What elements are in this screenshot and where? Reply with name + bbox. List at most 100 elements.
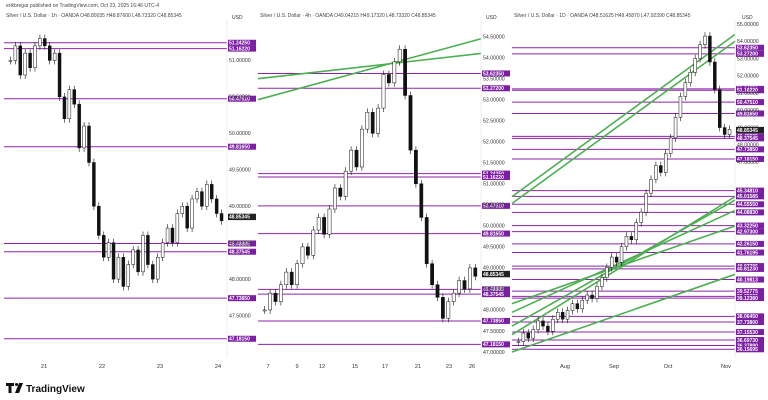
y-tick-label: 49.00000 [483,266,505,272]
candle-body [419,183,424,218]
trendline[interactable] [511,33,736,198]
level-price-label: 47.18150 [737,157,758,163]
level-price-tag [736,329,764,336]
level-price-tag [228,248,256,255]
candle-body [151,264,155,280]
panel-4h-bg [256,10,508,362]
level-price-tag [736,135,764,142]
panel-1h-currency: USD [232,15,243,21]
x-tick-label: 22 [99,364,105,370]
trendline[interactable] [511,40,736,205]
x-tick-label: 23 [446,364,452,370]
candle-body [659,165,663,173]
y-tick-label: 49.50000 [229,168,251,174]
level-price-tag [736,99,764,106]
level-price-tag [736,193,764,200]
candle-body [338,187,343,197]
candle-body [170,227,175,243]
level-price-tag [736,318,764,325]
x-tick-label: Sep [609,364,619,370]
candle-body [175,213,180,243]
candle-body [295,263,299,285]
level-price-label: 47.73850 [483,319,504,325]
level-price-tag [736,187,764,194]
level-price-label: 38.06450 [737,314,758,320]
level-price-tag [228,335,256,342]
panel-1h-publisher: erikbregar published on TradingView.com,… [6,3,159,9]
level-price-label: 40.19813 [737,277,758,283]
candle-body [284,271,289,285]
level-price-label: 53.62350 [483,71,504,77]
candle-body [165,227,170,243]
candle-body [678,96,683,118]
tradingview-logo[interactable]: TradingView [6,383,85,395]
level-price-tag [736,249,764,256]
level-price-label: 37.15530 [737,330,758,336]
candle-body [190,198,194,229]
candle-body [446,301,451,319]
level-price-tag [228,95,256,102]
y-tick-label: 50.00000 [229,131,251,137]
trendline[interactable] [511,209,736,314]
candle-body [605,267,609,279]
level-price-label: 53.27200 [483,86,504,92]
candle-body [703,35,707,45]
trendline[interactable] [257,37,482,101]
y-tick-label: 52.50000 [483,119,505,125]
candle-body [354,149,359,168]
y-tick-label: 47.50000 [483,329,505,335]
trendline[interactable] [511,225,736,305]
candle-body [343,170,348,197]
candle-body [156,256,160,280]
candle-body [462,280,467,290]
level-price-label: 47.18150 [229,337,250,343]
level-price-label: 36.69730 [737,338,758,344]
trendline[interactable] [511,199,736,327]
level-price-label: 50.47510 [229,97,250,103]
candle-body [546,325,550,332]
level-price-tag [736,346,764,353]
candle-body [52,52,57,61]
level-price-label: 51.16220 [737,88,758,94]
level-price-tag [228,240,256,247]
trendline[interactable] [511,273,736,353]
candle-body [180,205,184,214]
candle-body [387,74,391,84]
candle-body [43,38,47,47]
candle-body [403,48,407,96]
candle-body [664,153,668,173]
candle-body [333,187,337,210]
candle-body [575,303,580,310]
candle-body [381,74,386,109]
candle-body [214,198,219,214]
trendline[interactable] [511,195,736,336]
x-tick-label: 21 [415,364,421,370]
candle-body [644,192,648,213]
candle-body [67,89,72,120]
level-price-label: 37.73800 [737,320,758,326]
level-price-tag [736,295,764,302]
y-tick-label: 50.50000 [483,203,505,209]
candle-body [722,127,727,135]
level-price-label: 53.27200 [737,52,758,58]
candle-body [688,72,692,83]
y-tick-label: 53.00000 [737,56,759,62]
level-price-label: 51.16220 [229,46,250,52]
y-tick-label: 54.00000 [483,55,505,61]
candle-body [126,264,130,287]
y-tick-label: 48.00000 [483,308,505,314]
level-price-label: 44.55550 [737,202,758,208]
level-price-tag [736,240,764,247]
level-price-tag [736,44,764,51]
current-price-label: 48.85345 [737,128,758,134]
y-tick-label: 49.00000 [229,204,251,210]
trendline[interactable] [257,52,482,80]
level-price-tag [482,170,510,177]
candle-body [541,320,545,327]
level-price-label: 48.37545 [483,292,504,298]
candle-body [311,229,316,256]
y-tick-label: 53.00000 [483,97,505,103]
y-tick-label: 55.00000 [737,22,759,28]
y-tick-label: 54.50000 [483,34,505,40]
candle-body [72,89,76,105]
